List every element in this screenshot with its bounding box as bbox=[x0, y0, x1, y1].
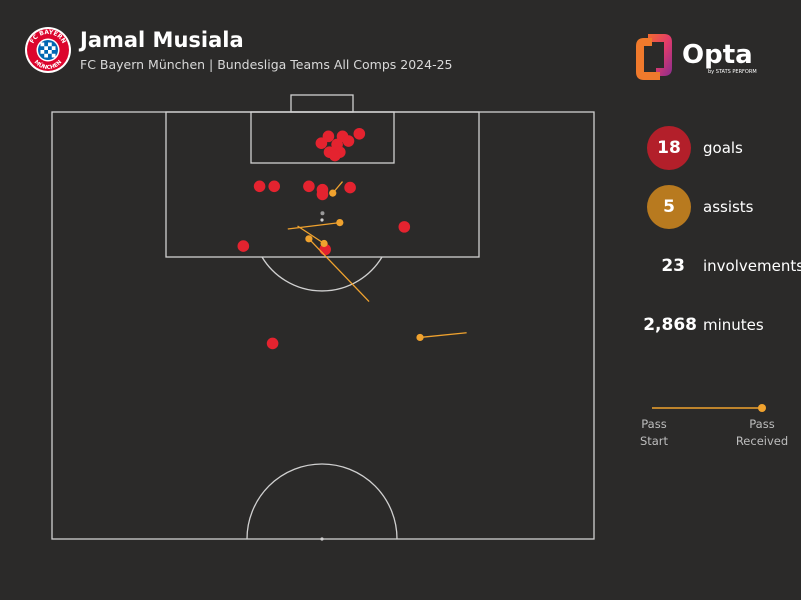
assists-value-badge: 5 bbox=[647, 185, 691, 229]
opta-logo-icon: Opta by STATS PERFORM bbox=[636, 34, 757, 80]
goal-shot-point bbox=[353, 127, 366, 140]
pass-legend: Pass Start Pass Received bbox=[636, 398, 796, 458]
assist-received-point bbox=[336, 218, 344, 227]
goal-frame bbox=[290, 94, 354, 113]
assist-received-point bbox=[329, 189, 337, 197]
involvements-value: 23 bbox=[661, 256, 685, 276]
minutes-value: 2,868 bbox=[643, 315, 697, 335]
assists-stat: 5 assists bbox=[645, 185, 801, 229]
opta-tagline: by STATS PERFORM bbox=[708, 69, 757, 75]
legend-pass-start-label: Pass Start bbox=[639, 417, 669, 448]
legend-pass-line bbox=[652, 404, 766, 412]
assist-pass-line bbox=[308, 238, 370, 303]
goal-shot-point bbox=[344, 181, 356, 194]
assists-label: assists bbox=[703, 198, 754, 216]
goals-stat: 18 goals bbox=[645, 126, 801, 170]
opta-wordmark: Opta bbox=[682, 40, 753, 70]
involvements-stat: 23 involvements bbox=[645, 244, 801, 288]
pitch-lines bbox=[51, 94, 595, 540]
assist-pass-line bbox=[419, 332, 467, 339]
chart-subtitle: FC Bayern München | Bundesliga Teams All… bbox=[80, 57, 453, 72]
assist-pass-line bbox=[287, 221, 340, 230]
player-name: Jamal Musiala bbox=[80, 28, 244, 52]
centre-circle bbox=[246, 463, 398, 540]
goal-shot-point bbox=[266, 337, 279, 350]
assist-pass-line bbox=[297, 225, 325, 245]
goal-shot-point bbox=[316, 188, 329, 201]
minutes-label: minutes bbox=[703, 316, 764, 334]
assist-received-point bbox=[416, 333, 424, 342]
goal-shot-point bbox=[237, 240, 250, 252]
pitch-outline bbox=[51, 111, 595, 540]
goals-value-badge: 18 bbox=[647, 126, 691, 170]
chart-marks bbox=[237, 127, 467, 350]
penalty-arc bbox=[261, 256, 383, 292]
goal-shot-point bbox=[268, 180, 281, 193]
minutes-stat: 2,868 minutes bbox=[643, 303, 801, 347]
penalty-spot bbox=[320, 218, 324, 222]
centre-spot bbox=[320, 537, 324, 541]
involvements-label: involvements bbox=[703, 257, 801, 275]
assist-received-point bbox=[320, 239, 328, 248]
goal-shot-point bbox=[398, 221, 411, 233]
legend-pass-received-label: Pass Received bbox=[735, 417, 789, 448]
assist-received-point bbox=[305, 235, 313, 243]
fc-bayern-crest-icon: FC BAYERN MÜNCHEN bbox=[25, 27, 71, 73]
goal-shot-point bbox=[342, 135, 355, 147]
goal-area bbox=[250, 111, 395, 164]
goal-shot-point bbox=[253, 180, 266, 193]
goal-shot-point bbox=[329, 149, 341, 162]
goal-shot-point bbox=[303, 180, 315, 193]
goals-label: goals bbox=[703, 139, 743, 157]
involvement-point bbox=[320, 211, 325, 216]
goal-shot-point bbox=[315, 137, 328, 149]
